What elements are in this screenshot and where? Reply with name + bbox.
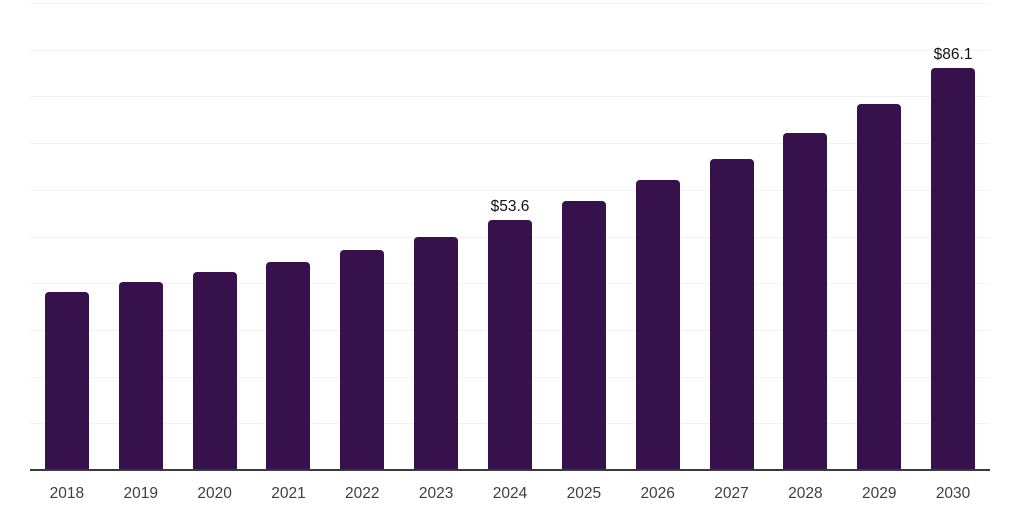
bar-2023 — [414, 236, 459, 470]
bar-2022 — [340, 250, 385, 470]
gridline — [30, 96, 990, 98]
bar-2021 — [266, 261, 311, 470]
x-tick-label-2018: 2018 — [49, 485, 85, 502]
x-tick-label-2021: 2021 — [271, 485, 306, 502]
x-tick-label-2026: 2026 — [640, 485, 675, 502]
gridline — [30, 49, 990, 51]
gridline — [30, 189, 990, 191]
bar-2018 — [44, 292, 89, 470]
bar-2025 — [561, 201, 606, 470]
bar-2029 — [857, 103, 902, 470]
gridline — [30, 3, 990, 4]
x-tick-label-2024: 2024 — [492, 485, 528, 502]
bar-2027 — [709, 159, 754, 470]
x-tick-label-2027: 2027 — [714, 485, 749, 502]
x-tick-label-2022: 2022 — [345, 485, 380, 502]
bar-2030 — [931, 67, 976, 470]
bar-2024 — [488, 219, 532, 470]
bar-2019 — [118, 282, 163, 470]
x-tick-label-2030: 2030 — [935, 485, 971, 502]
bar-2026 — [635, 180, 680, 470]
x-tick-label-2028: 2028 — [788, 485, 823, 502]
x-tick-label-2025: 2025 — [566, 485, 602, 502]
bar-2020 — [192, 271, 237, 470]
plot-area: $53.6 $86.1 — [30, 3, 990, 470]
bar-value-label-2030: $86.1 — [933, 45, 973, 63]
bar-value-label-2024: $53.6 — [490, 197, 530, 215]
bar-2028 — [783, 132, 828, 470]
x-tick-label-2020: 2020 — [197, 485, 232, 502]
x-tick-label-2029: 2029 — [861, 485, 897, 502]
x-axis-line — [30, 469, 990, 471]
gridline — [30, 143, 990, 145]
x-tick-label-2023: 2023 — [418, 485, 454, 502]
x-tick-label-2019: 2019 — [123, 485, 158, 502]
